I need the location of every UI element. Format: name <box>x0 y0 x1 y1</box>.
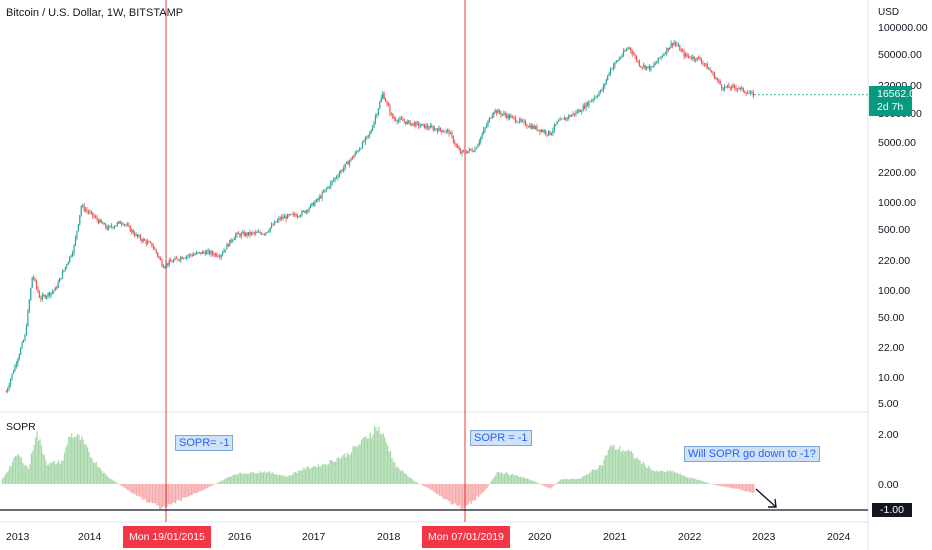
price-tick: 100000.00 <box>878 22 928 34</box>
time-tick: 2014 <box>78 531 102 543</box>
bar-countdown: 2d 7h <box>877 101 904 113</box>
time-tick: 2017 <box>302 531 326 543</box>
note-sopr-2015[interactable]: SOPR= -1 <box>175 435 234 451</box>
last-price-tag: 16562.00 2d 7h <box>869 86 921 116</box>
arrow-icon[interactable] <box>755 488 777 508</box>
indicator-label[interactable]: SOPR <box>6 421 36 433</box>
price-tick: 2200.00 <box>878 167 916 179</box>
currency-label: USD <box>878 7 900 18</box>
note-sopr-2019[interactable]: SOPR = -1 <box>470 430 532 446</box>
price-tick: 22.00 <box>878 342 905 354</box>
price-tick: 5000.00 <box>878 137 916 149</box>
last-price-value: 16562.00 <box>877 88 921 100</box>
sopr-histogram <box>1 426 755 510</box>
time-tick: 2023 <box>752 531 776 543</box>
time-tick: 2018 <box>377 531 401 543</box>
time-tick: 2022 <box>678 531 702 543</box>
chart-title: Bitcoin / U.S. Dollar, 1W, BITSTAMP <box>6 7 184 19</box>
price-tick: 5.00 <box>878 398 899 410</box>
price-tick: 220.00 <box>878 255 911 267</box>
marker-date-tag-2015: Mon 19/01/2015 <box>123 526 211 548</box>
time-tick: 2024 <box>827 531 851 543</box>
price-candles <box>5 39 868 394</box>
time-tick: 2016 <box>228 531 252 543</box>
price-tick: 50000.00 <box>878 49 922 61</box>
price-tick: 50.00 <box>878 312 905 324</box>
time-tick: 2021 <box>603 531 627 543</box>
time-tick: 2020 <box>528 531 552 543</box>
price-tick: 500.00 <box>878 224 911 236</box>
price-tick: 10.00 <box>878 372 905 384</box>
time-tick: 2013 <box>6 531 30 543</box>
marker-date-tag-2019: Mon 07/01/2019 <box>422 526 510 548</box>
sopr-level-tag: -1.00 <box>872 503 912 517</box>
note-question[interactable]: Will SOPR go down to -1? <box>684 446 820 462</box>
price-tick: 1000.00 <box>878 197 916 209</box>
sopr-tick: 0.00 <box>878 479 899 491</box>
sopr-tick: 2.00 <box>878 429 899 441</box>
price-tick: 100.00 <box>878 285 911 297</box>
